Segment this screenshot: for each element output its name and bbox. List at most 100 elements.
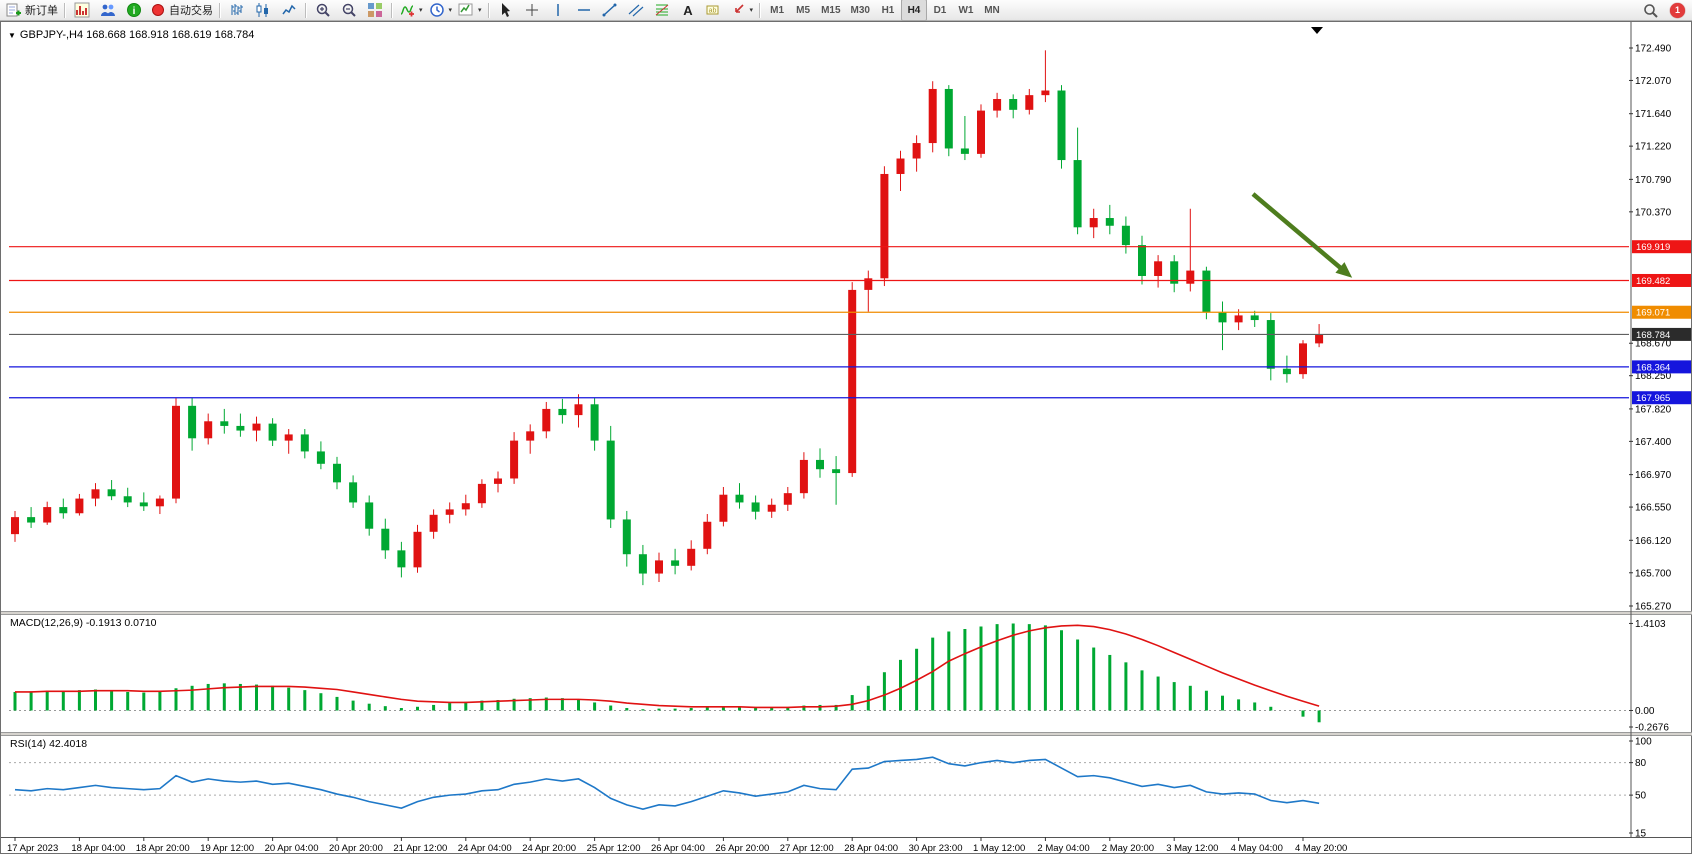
zoom-out-icon: [341, 2, 357, 18]
text-label-button[interactable]: ab: [701, 0, 727, 20]
chart-shift-marker[interactable]: [1311, 27, 1323, 34]
timeframe-h4-button[interactable]: H4: [900, 0, 927, 21]
crosshair-button[interactable]: [519, 0, 545, 20]
timeframe-d1-button[interactable]: D1: [933, 4, 947, 16]
candle: [107, 489, 116, 497]
candle: [896, 158, 905, 174]
candle: [526, 431, 535, 441]
candle: [1299, 343, 1307, 375]
indicators-button[interactable]: ▾: [396, 0, 426, 20]
chart-window-button[interactable]: [69, 0, 95, 20]
line-chart-button[interactable]: [276, 0, 302, 20]
horizontal-line-button[interactable]: [571, 0, 597, 20]
price-tick-label: 166.970: [1635, 470, 1672, 481]
candle: [944, 88, 953, 149]
time-tick-label: 3 May 12:00: [1166, 843, 1218, 854]
bar-chart-button[interactable]: [224, 0, 250, 20]
tile-windows-button[interactable]: [362, 0, 388, 20]
templates-button[interactable]: ▾: [455, 0, 485, 20]
timeframe-m15-button[interactable]: M15: [821, 4, 841, 16]
candle: [333, 463, 341, 483]
rsi-panel: [9, 756, 1629, 811]
rsi-tick-label: 15: [1635, 829, 1647, 840]
time-tick-label: 2 May 04:00: [1037, 843, 1089, 854]
arrows-button[interactable]: ▾: [727, 0, 757, 20]
data-window-button[interactable]: i: [121, 0, 147, 20]
candle: [880, 173, 889, 279]
candle: [445, 509, 454, 515]
chart-area[interactable]: 172.490 172.070 171.640 171.220 170.790 170.3…: [0, 21, 1692, 854]
price-tick-label: 165.700: [1635, 568, 1672, 579]
svg-text:i: i: [133, 6, 136, 17]
candle: [220, 421, 229, 426]
time-tick-label: 2 May 20:00: [1102, 843, 1154, 854]
candlestick-button[interactable]: [250, 0, 276, 20]
hline-icon: [576, 2, 592, 18]
periods-button[interactable]: ▾: [426, 0, 456, 20]
trend-arrow-head: [1335, 262, 1353, 278]
bar-chart-icon: [229, 2, 245, 18]
candle: [300, 434, 309, 452]
timeframe-mn-button[interactable]: MN: [984, 4, 1000, 16]
time-axis[interactable]: 17 Apr 2023 18 Apr 04:00 18 Apr 20:00 19 Ap…: [7, 837, 1347, 854]
channel-button[interactable]: [623, 0, 649, 20]
candle: [1025, 95, 1034, 110]
price-tag: [1632, 240, 1691, 254]
candle: [1089, 218, 1098, 228]
cursor-button[interactable]: [493, 0, 519, 20]
price-tag: [1632, 391, 1691, 405]
pane-separators[interactable]: [1, 22, 1692, 838]
toolbar-separator: [487, 2, 490, 18]
annotations[interactable]: [1251, 192, 1353, 278]
time-tick-label: 19 Apr 12:00: [200, 843, 254, 854]
price-tick-label: 166.120: [1635, 536, 1672, 547]
new-order-button[interactable]: 新订单: [3, 0, 61, 20]
auto-trading-button[interactable]: 自动交易: [147, 0, 216, 20]
candle: [139, 502, 148, 507]
timeframe-m30-button[interactable]: M30: [850, 4, 870, 16]
time-tick-label: 20 Apr 04:00: [265, 843, 319, 854]
trend-arrow[interactable]: [1251, 192, 1345, 272]
timeframe-w1-button[interactable]: W1: [958, 4, 974, 16]
candle: [703, 521, 712, 549]
zoom-in-button[interactable]: [310, 0, 336, 20]
price-tick-label: 170.370: [1635, 207, 1672, 218]
crosshair-icon: [524, 2, 540, 18]
candle: [59, 507, 68, 514]
chart-menu-icon[interactable]: ▼: [8, 30, 16, 40]
horizontal-price-lines[interactable]: [9, 246, 1629, 399]
vertical-line-button[interactable]: [545, 0, 571, 20]
zoom-out-button[interactable]: [336, 0, 362, 20]
timeframe-m5-button[interactable]: M5: [796, 4, 811, 16]
auto-trading-icon: [150, 2, 166, 18]
text-button[interactable]: A: [675, 0, 701, 20]
candle: [1234, 315, 1243, 323]
indicators-icon: [399, 2, 415, 18]
time-tick-label: 30 Apr 23:00: [909, 843, 963, 854]
svg-text:A: A: [683, 3, 693, 18]
time-tick-label: 18 Apr 20:00: [136, 843, 190, 854]
trendline-button[interactable]: [597, 0, 623, 20]
price-tick-label: 167.820: [1635, 404, 1672, 415]
profiles-button[interactable]: [95, 0, 121, 20]
candle: [687, 548, 696, 566]
candle: [43, 507, 52, 523]
time-tick-label: 26 Apr 04:00: [651, 843, 705, 854]
fibonacci-button[interactable]: [649, 0, 675, 20]
search-button[interactable]: [1637, 0, 1663, 20]
chevron-down-icon: ▾: [419, 7, 423, 14]
svg-text:ab: ab: [708, 8, 716, 15]
chart-canvas[interactable]: 172.490 172.070 171.640 171.220 170.790 170.3…: [1, 22, 1692, 855]
price-tag-label: 169.071: [1636, 308, 1670, 319]
price-axis[interactable]: 172.490 172.070 171.640 171.220 170.790 170.3…: [1629, 44, 1691, 840]
timeframe-h1-button[interactable]: H1: [881, 4, 895, 16]
candle: [91, 489, 100, 499]
timeframe-m1-button[interactable]: M1: [770, 4, 785, 16]
time-tick-label: 24 Apr 20:00: [522, 843, 576, 854]
candle: [655, 560, 663, 574]
chart-window-icon: [74, 2, 90, 18]
notification-badge[interactable]: 1: [1670, 2, 1685, 18]
rsi-tick-label: 80: [1635, 758, 1647, 769]
candle: [1315, 334, 1324, 344]
macd-tick-label: 1.4103: [1635, 619, 1666, 630]
